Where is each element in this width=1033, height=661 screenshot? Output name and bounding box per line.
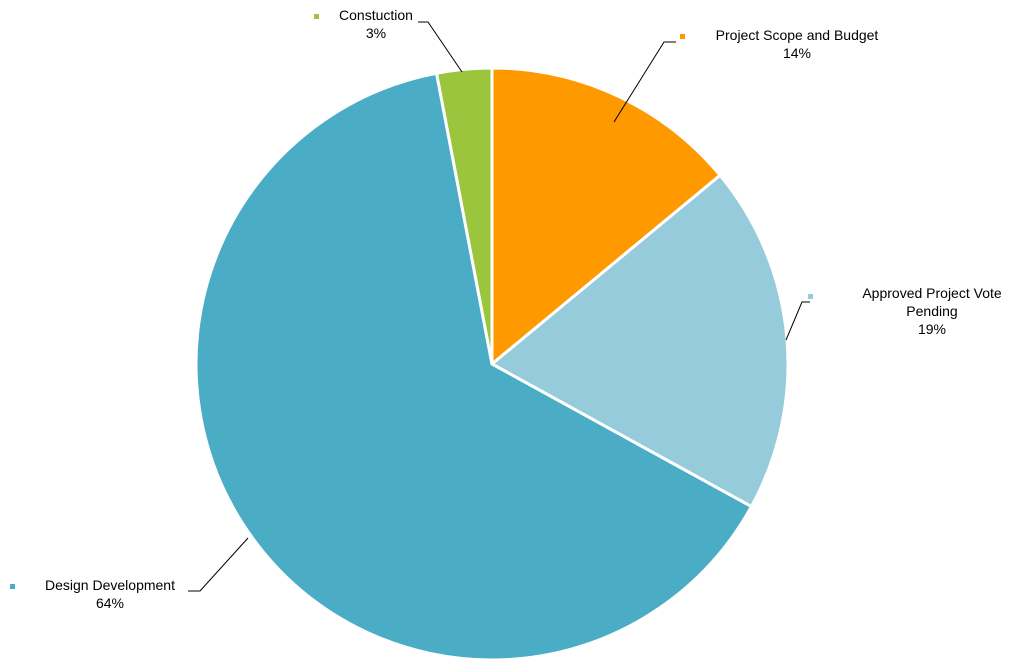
slice-labels: Project Scope and Budget 14% Approved Proj… bbox=[10, 7, 1002, 611]
label-key-marker-1 bbox=[808, 294, 813, 299]
slice-value-label-1: 19% bbox=[918, 321, 946, 337]
leader-line-3 bbox=[418, 21, 463, 73]
leader-line-0 bbox=[613, 41, 676, 123]
slice-name-label-1: Pending bbox=[906, 303, 957, 319]
slice-name-label-2: Design Development bbox=[45, 577, 175, 593]
slice-value-label-3: 3% bbox=[366, 25, 386, 41]
pie-slice-0 bbox=[490, 66, 723, 368]
slice-name-label-1: Approved Project Vote bbox=[862, 285, 1002, 301]
pie-slice-2 bbox=[194, 71, 754, 661]
label-key-marker-2 bbox=[10, 584, 15, 589]
label-key-marker-3 bbox=[314, 14, 319, 19]
leader-line-2 bbox=[188, 537, 249, 592]
label-key-marker-0 bbox=[680, 34, 685, 39]
leader-lines bbox=[188, 21, 810, 592]
pie-slices bbox=[194, 66, 790, 661]
slice-value-label-2: 64% bbox=[96, 595, 124, 611]
leader-line-1 bbox=[785, 301, 810, 341]
slice-name-label-3: Constuction bbox=[339, 7, 413, 23]
pie-slice-1 bbox=[489, 173, 790, 509]
slice-name-label-0: Project Scope and Budget bbox=[716, 27, 879, 43]
slice-value-label-0: 14% bbox=[783, 45, 811, 61]
pie-slice-3 bbox=[434, 66, 494, 365]
